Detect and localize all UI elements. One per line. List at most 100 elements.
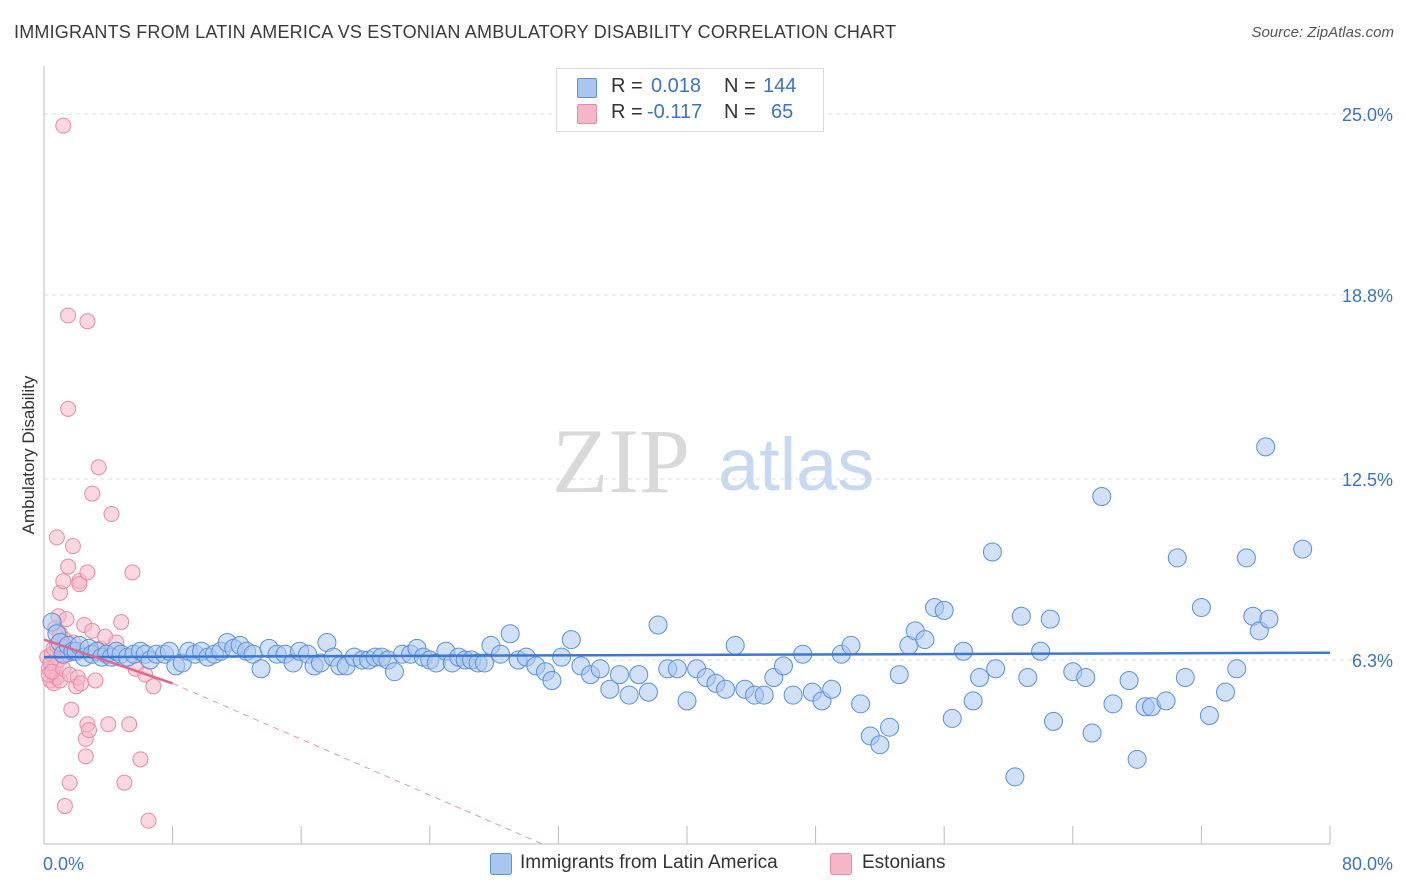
y-tick-label: 18.8% <box>1342 286 1393 306</box>
stats-legend: R = 0.018 N = 144 R = -0.117 N = 65 <box>556 68 824 132</box>
latin-america-point <box>552 647 572 667</box>
y-tick-label: 25.0% <box>1342 105 1393 125</box>
y-axis-title: Ambulatory Disability <box>19 375 38 534</box>
latin-america-point <box>841 635 861 655</box>
latin-america-point <box>600 679 620 699</box>
latin-america-point <box>561 630 581 650</box>
estonians-point <box>79 313 96 330</box>
estonians-point <box>145 678 162 695</box>
latin-america-point <box>1175 668 1195 688</box>
estonians-point <box>90 459 107 476</box>
latin-america-point <box>754 685 774 705</box>
estonians-point <box>63 701 80 718</box>
latin-america-point <box>1156 691 1176 711</box>
latin-america-point <box>629 665 649 685</box>
estonians-point <box>87 672 104 689</box>
estonians-point <box>64 538 81 555</box>
legend-swatch-pink <box>577 104 597 124</box>
latin-america-point <box>1040 609 1060 629</box>
latin-america-point <box>1119 670 1139 690</box>
latin-america-point <box>963 691 983 711</box>
estonians-point <box>61 774 78 791</box>
latin-america-point <box>384 662 404 682</box>
latin-america-point <box>889 665 909 685</box>
latin-america-point <box>638 682 658 702</box>
estonians-point <box>124 564 141 581</box>
latin-america-point <box>1031 641 1051 661</box>
latin-america-point <box>1199 706 1219 726</box>
latin-america-point <box>934 600 954 620</box>
latin-america-point <box>915 630 935 650</box>
estonians-point <box>60 400 77 417</box>
legend-swatch-blue <box>577 78 597 98</box>
grid-lines <box>44 113 1394 661</box>
tick-labels: 6.3% 12.5% 18.8% 25.0% 0.0% 80.0% <box>43 105 1393 874</box>
latin-america-point <box>851 694 871 714</box>
estonians-point <box>77 748 94 765</box>
estonians-point <box>84 485 101 502</box>
latin-america-point <box>1293 539 1313 559</box>
estonians-point <box>103 506 120 523</box>
latin-america-point <box>1076 668 1096 688</box>
latin-america-point <box>716 679 736 699</box>
latin-america-point <box>1216 682 1236 702</box>
bottom-legend-label: Immigrants from Latin America <box>520 852 778 873</box>
estonians-point <box>48 529 65 546</box>
latin-america-point <box>619 685 639 705</box>
estonians-trend-extension <box>172 682 543 845</box>
estonians-point <box>79 564 96 581</box>
estonians-point <box>116 774 133 791</box>
latin-america-point <box>953 641 973 661</box>
latin-america-point <box>1082 723 1102 743</box>
latin-america-point <box>1167 548 1187 568</box>
latin-america-point <box>590 659 610 679</box>
legend-r-value: -0.117 <box>647 101 703 123</box>
x-tick-label: 0.0% <box>43 854 84 874</box>
legend-n-label: N = <box>724 101 756 123</box>
latin-america-point <box>251 659 271 679</box>
estonians-point <box>121 716 138 733</box>
latin-america-point <box>880 717 900 737</box>
y-tick-label: 12.5% <box>1342 470 1393 490</box>
latin-america-point <box>609 665 629 685</box>
latin-america-point <box>677 691 697 711</box>
watermark-zip: ZIP <box>552 410 690 512</box>
latin-america-point <box>1127 749 1147 769</box>
estonians-point <box>140 812 157 829</box>
latin-america-point <box>1227 659 1247 679</box>
source-label: Source: ZipAtlas.com <box>1251 24 1394 41</box>
estonians-point <box>72 675 89 692</box>
chart-title: IMMIGRANTS FROM LATIN AMERICA VS ESTONIA… <box>14 22 897 42</box>
series-estonians <box>39 117 162 829</box>
latin-america-point <box>648 615 668 635</box>
x-tick-label: 80.0% <box>1342 854 1393 874</box>
estonians-point <box>81 722 98 739</box>
estonians-point <box>132 751 149 768</box>
trend-lines <box>43 638 1331 845</box>
estonians-point <box>60 307 77 324</box>
latin-america-point <box>474 653 494 673</box>
latin-america-point <box>773 656 793 676</box>
latin-america-point <box>1191 597 1211 617</box>
latin-america-point <box>1005 767 1025 787</box>
bottom-legend-swatch-blue <box>490 853 512 875</box>
latin-america-point <box>822 679 842 699</box>
bottom-legend-label: Estonians <box>862 852 946 873</box>
latin-america-point <box>491 644 511 664</box>
estonians-point <box>58 611 75 628</box>
legend-r-label: R = <box>611 75 643 97</box>
estonians-point <box>60 558 77 575</box>
estonians-point <box>56 798 73 815</box>
legend-r-value: 0.018 <box>651 75 702 97</box>
watermark-atlas: atlas <box>718 423 874 506</box>
latin-america-point <box>725 635 745 655</box>
y-tick-label: 6.3% <box>1352 651 1393 671</box>
estonians-point <box>100 716 117 733</box>
latin-america-point <box>1103 694 1123 714</box>
latin-america-point <box>542 670 562 690</box>
latin-america-point <box>1259 609 1279 629</box>
estonians-point <box>113 614 130 631</box>
latin-america-point <box>667 659 687 679</box>
latin-america-point <box>1236 548 1256 568</box>
